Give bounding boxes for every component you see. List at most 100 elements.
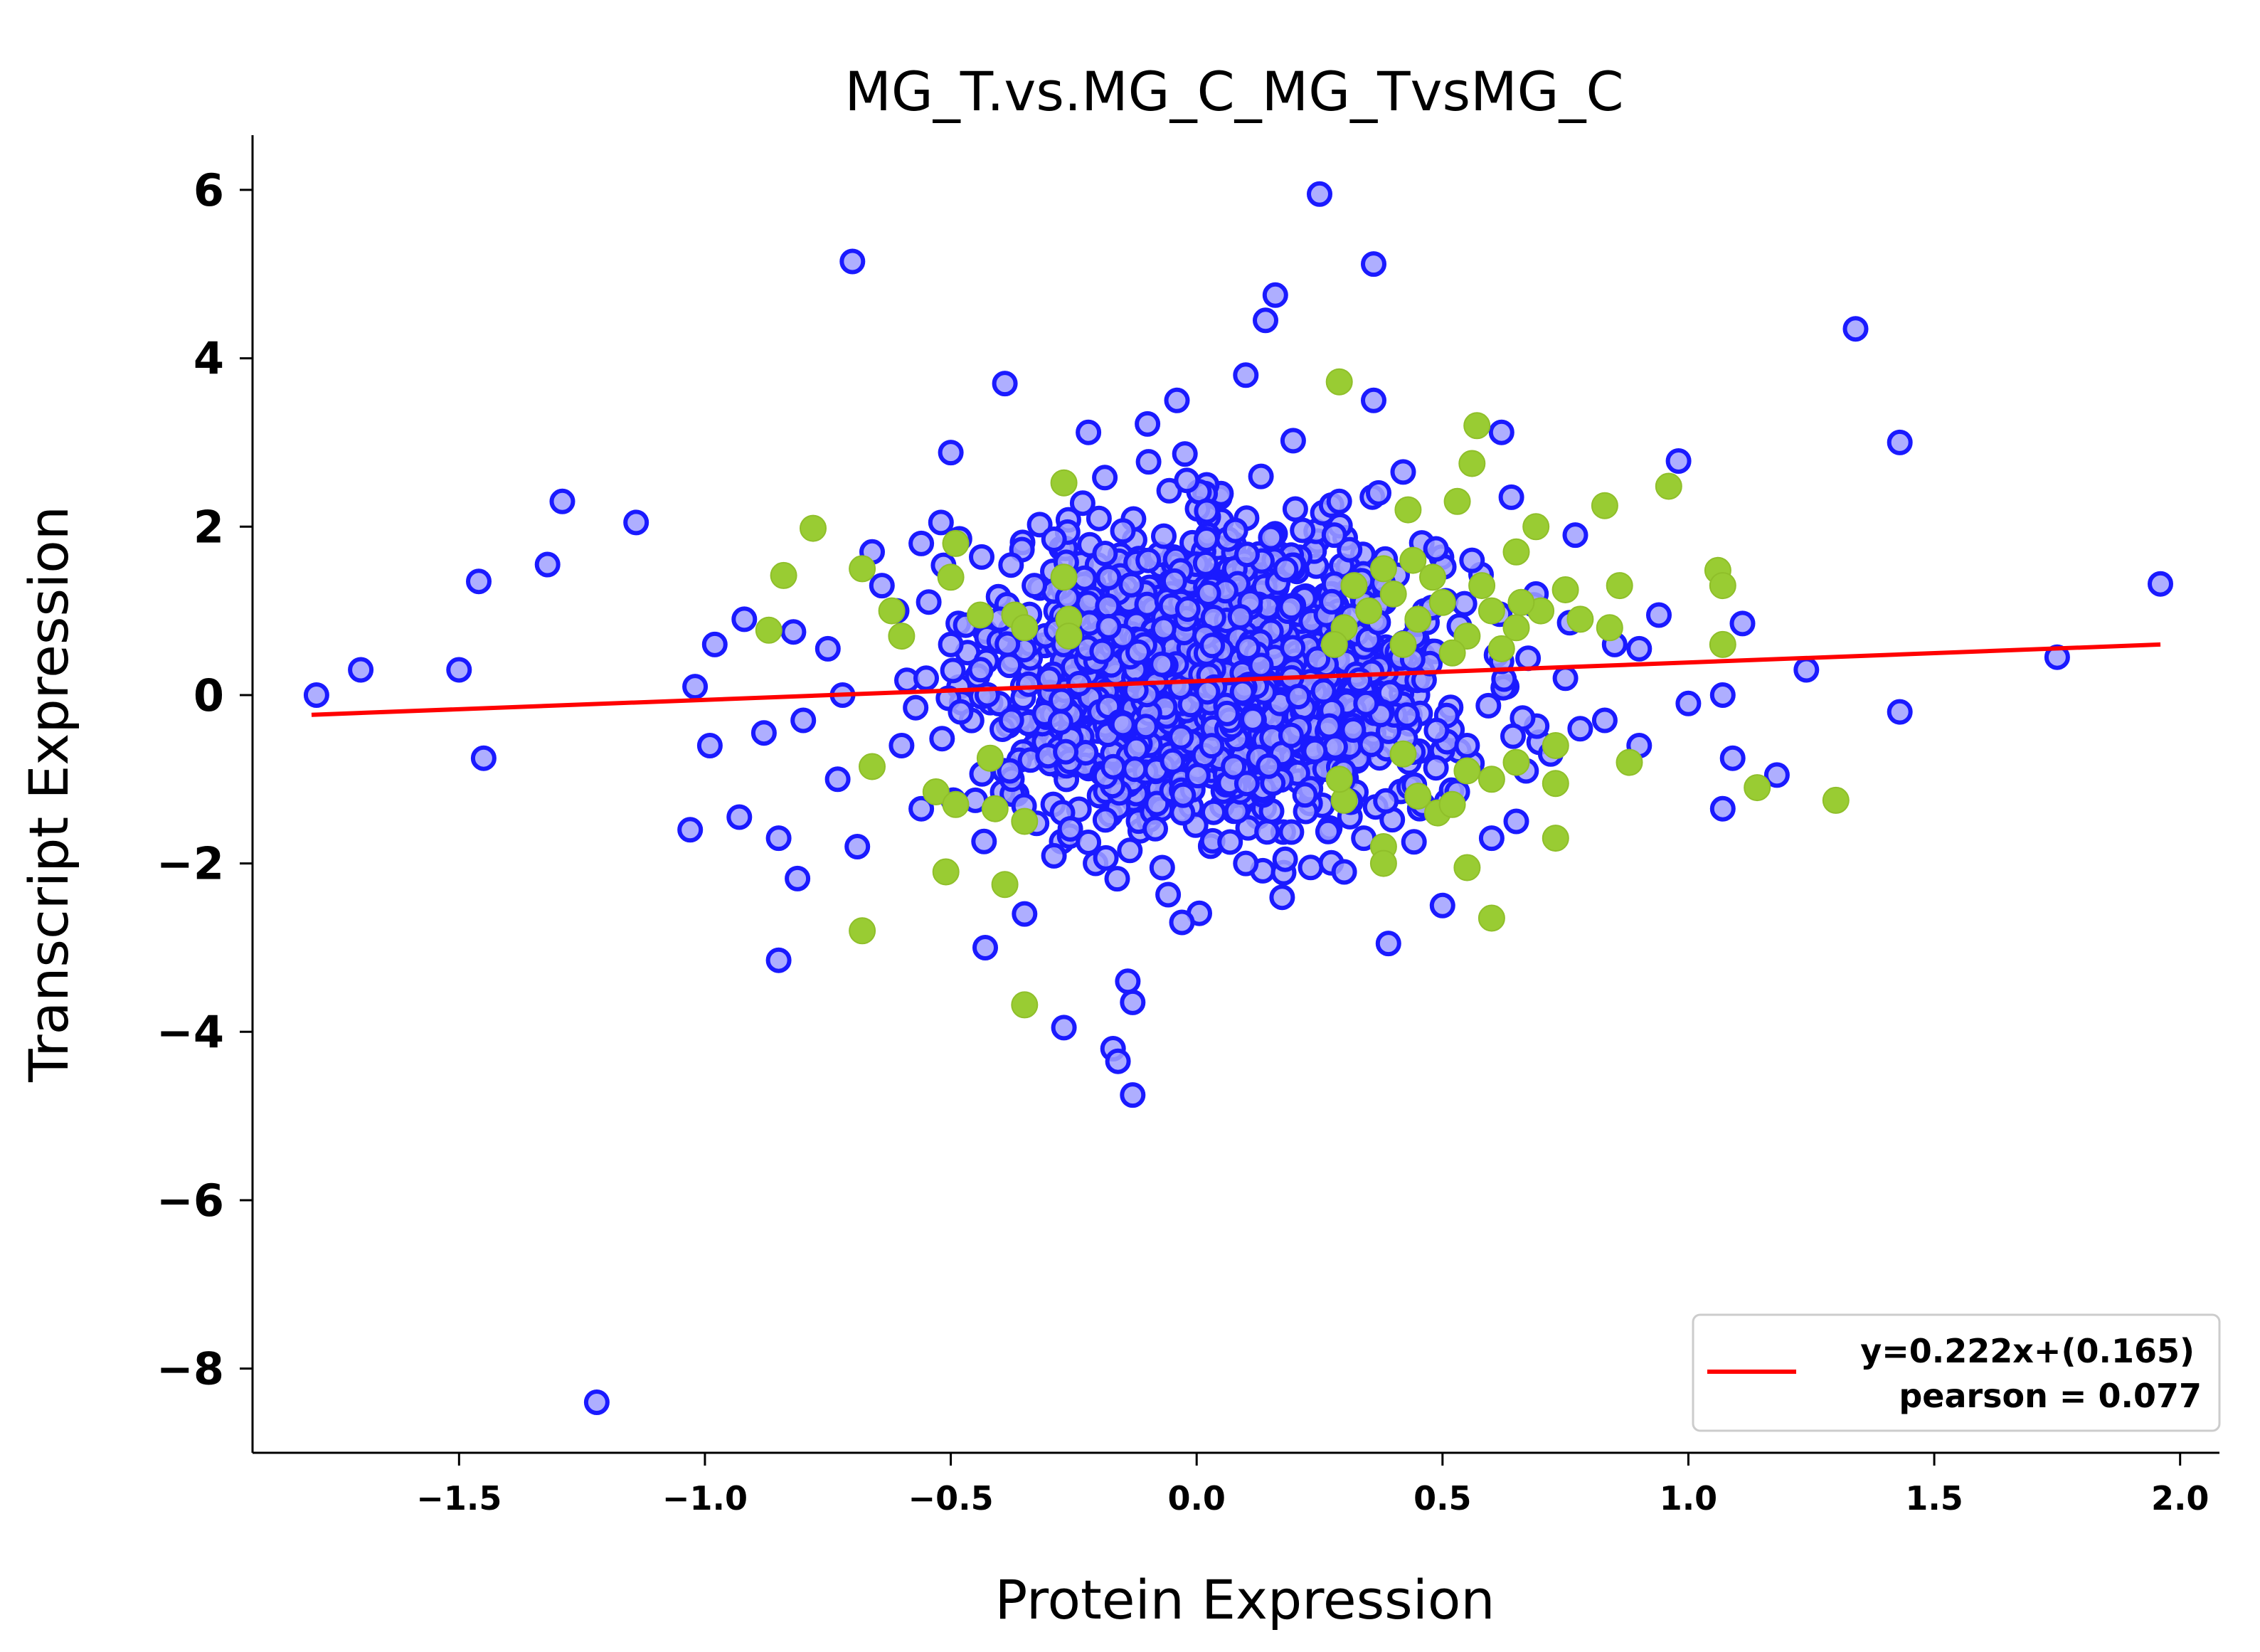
significant-point bbox=[1507, 588, 1535, 616]
significant-point bbox=[770, 561, 797, 589]
data-point bbox=[1887, 699, 1913, 725]
data-point bbox=[1095, 613, 1122, 640]
data-point bbox=[1373, 788, 1399, 814]
data-point bbox=[1423, 536, 1449, 562]
data-point bbox=[1233, 850, 1259, 877]
data-point bbox=[1051, 1015, 1077, 1041]
significant-point bbox=[1050, 563, 1078, 591]
significant-point bbox=[976, 744, 1004, 772]
data-point bbox=[1337, 536, 1363, 563]
data-point bbox=[1401, 829, 1427, 855]
legend-pearson: pearson = 0.077 bbox=[1899, 1377, 2202, 1415]
data-point bbox=[1272, 846, 1298, 872]
data-point bbox=[1093, 844, 1119, 871]
data-point bbox=[1366, 480, 1391, 506]
data-point bbox=[1041, 526, 1067, 552]
data-point bbox=[1104, 866, 1130, 892]
series-significant bbox=[755, 368, 1850, 1019]
data-point bbox=[1285, 684, 1312, 709]
data-point bbox=[1194, 679, 1221, 705]
data-point bbox=[1132, 714, 1159, 740]
data-point bbox=[1269, 884, 1295, 911]
data-point bbox=[1164, 387, 1190, 413]
data-point bbox=[1793, 657, 1820, 683]
data-point bbox=[1168, 724, 1194, 750]
x-tick-label: 1.0 bbox=[1660, 1479, 1718, 1518]
data-point bbox=[972, 935, 998, 960]
significant-point bbox=[1355, 597, 1383, 625]
significant-point bbox=[1458, 450, 1486, 477]
significant-point bbox=[1502, 748, 1530, 776]
data-point bbox=[677, 817, 704, 843]
x-tick-label: −0.5 bbox=[908, 1479, 994, 1518]
significant-point bbox=[888, 623, 916, 650]
data-point bbox=[1567, 716, 1593, 742]
data-point bbox=[1478, 825, 1505, 852]
data-point bbox=[1227, 604, 1253, 630]
data-point bbox=[992, 371, 1018, 397]
significant-point bbox=[1591, 492, 1618, 519]
significant-point bbox=[1478, 597, 1505, 625]
significant-point bbox=[1379, 580, 1407, 608]
data-point bbox=[1135, 411, 1161, 437]
data-point bbox=[765, 947, 792, 973]
data-point bbox=[844, 834, 871, 859]
data-point bbox=[1488, 419, 1514, 445]
data-point bbox=[750, 720, 777, 746]
significant-point bbox=[1011, 614, 1039, 642]
data-point bbox=[908, 530, 935, 556]
significant-point bbox=[1468, 572, 1496, 600]
data-point bbox=[1626, 635, 1652, 662]
data-point bbox=[1454, 733, 1480, 758]
data-point bbox=[1110, 711, 1136, 738]
data-point bbox=[967, 657, 994, 683]
significant-point bbox=[991, 871, 1019, 899]
data-point bbox=[1423, 755, 1449, 781]
data-point bbox=[790, 707, 817, 734]
significant-point bbox=[1438, 639, 1466, 667]
data-point bbox=[1234, 541, 1260, 568]
data-point bbox=[1022, 573, 1048, 599]
data-point bbox=[623, 509, 649, 536]
significant-point bbox=[1502, 538, 1530, 566]
data-point bbox=[1319, 588, 1344, 615]
significant-point bbox=[1325, 368, 1353, 396]
data-point bbox=[1280, 635, 1306, 661]
significant-point bbox=[922, 778, 950, 805]
data-point bbox=[1709, 795, 1736, 822]
significant-point bbox=[1542, 770, 1569, 798]
y-tick-label: −8 bbox=[156, 1343, 224, 1395]
data-point bbox=[2148, 571, 2173, 597]
data-point bbox=[1170, 782, 1197, 808]
data-point bbox=[1451, 591, 1478, 617]
data-point bbox=[1562, 522, 1588, 549]
legend: y=0.222x+(0.165) pearson = 0.077 bbox=[1692, 1313, 2221, 1432]
data-point bbox=[1254, 819, 1280, 845]
data-point bbox=[971, 828, 997, 854]
data-point bbox=[1194, 498, 1220, 524]
data-point bbox=[1217, 829, 1243, 855]
significant-point bbox=[1011, 991, 1039, 1019]
data-point bbox=[1151, 523, 1177, 549]
data-point bbox=[815, 635, 841, 662]
data-point bbox=[1256, 753, 1282, 779]
data-point bbox=[998, 552, 1024, 578]
data-point bbox=[701, 631, 728, 657]
significant-point bbox=[1443, 487, 1471, 515]
data-point bbox=[1149, 651, 1175, 677]
significant-point bbox=[937, 563, 965, 591]
data-point bbox=[916, 589, 942, 615]
data-point bbox=[1240, 706, 1266, 732]
data-point bbox=[1316, 713, 1342, 739]
data-point bbox=[938, 631, 964, 657]
significant-point bbox=[755, 616, 782, 644]
data-point bbox=[1053, 738, 1079, 765]
data-point bbox=[1282, 496, 1308, 522]
data-point bbox=[1278, 722, 1304, 748]
significant-point bbox=[1055, 623, 1083, 650]
data-point bbox=[1429, 892, 1455, 918]
data-point bbox=[1120, 989, 1146, 1015]
data-point bbox=[1092, 541, 1118, 566]
data-point bbox=[1719, 745, 1746, 771]
